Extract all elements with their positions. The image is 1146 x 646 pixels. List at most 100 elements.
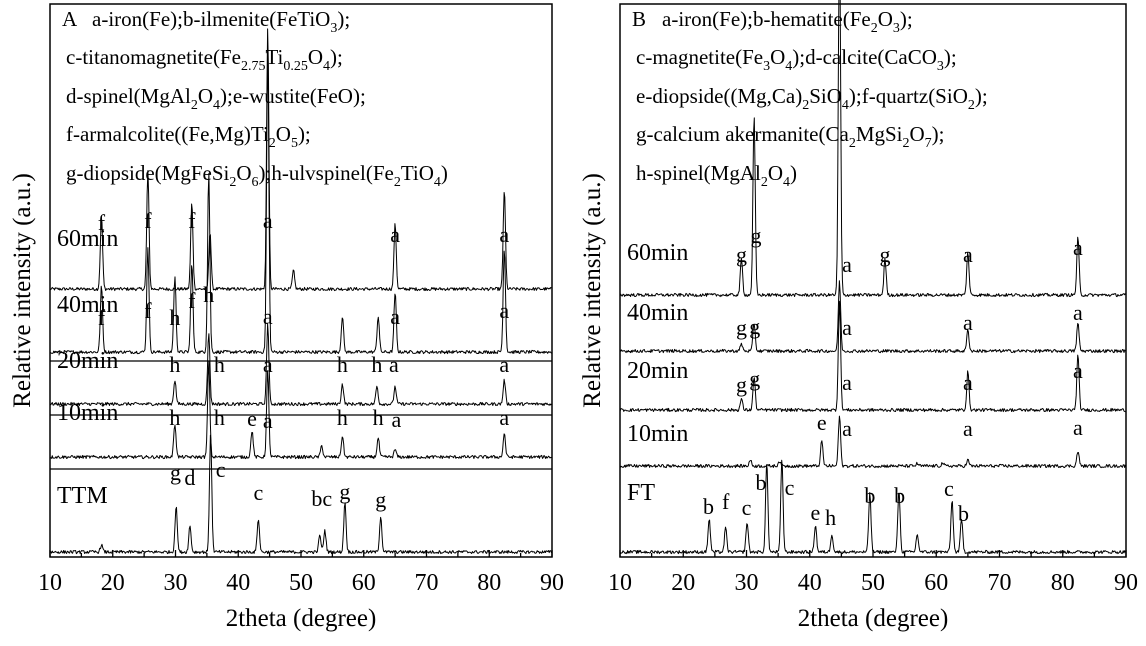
x-tick-label: 80 — [1051, 570, 1075, 596]
x-axis-label: 2theta (degree) — [798, 605, 949, 632]
peak-label: h — [337, 352, 348, 377]
peak-label: g — [880, 242, 891, 267]
peak-label: a — [499, 298, 509, 323]
peak-label: a — [1073, 235, 1083, 260]
peak-label: g — [736, 372, 747, 397]
peak-label: a — [389, 352, 399, 377]
peak-label: h — [373, 405, 384, 430]
peak-label: f — [144, 208, 152, 233]
trace-40min — [49, 53, 552, 355]
x-tick-label: 30 — [164, 570, 188, 596]
peak-label: c — [944, 476, 954, 501]
legend-line: h-spinel(MgAl2​O4​) — [636, 161, 797, 190]
peak-label: a — [963, 370, 973, 395]
peak-label: a — [1073, 300, 1083, 325]
trace-label: 10min — [57, 400, 118, 426]
trace-10min — [619, 415, 1126, 469]
peak-label: h — [203, 282, 214, 307]
peak-label: g — [749, 314, 760, 339]
trace-ft — [619, 459, 1126, 555]
peak-label: a — [963, 310, 973, 335]
legend-line: c-magnetite(Fe3​O4​);d-calcite(CaCO3​); — [636, 45, 957, 74]
peak-label: h — [214, 352, 225, 377]
peak-label: a — [263, 304, 273, 329]
y-axis-label: Relative intensity (a.u.) — [579, 173, 606, 408]
peak-label: a — [499, 222, 509, 247]
peak-label: a — [1073, 358, 1083, 383]
x-tick-label: 50 — [861, 570, 885, 596]
x-axis: 10 20 30 40 50 60 70 80 90 — [38, 550, 564, 596]
x-tick-label: 40 — [226, 570, 250, 596]
x-tick-label: 70 — [415, 570, 439, 596]
peak-label: b — [958, 501, 969, 526]
x-axis-label: 2theta (degree) — [226, 605, 377, 632]
peak-label: g — [339, 479, 350, 504]
trace-label: 60min — [627, 240, 688, 266]
peak-label: a — [963, 416, 973, 441]
legend-line: a-iron(Fe);b-ilmenite(FeTiO3​); — [92, 7, 350, 36]
peak-label: a — [390, 222, 400, 247]
panel-letter: B — [632, 7, 646, 31]
trace-label: 40min — [627, 300, 688, 326]
peak-label: a — [499, 405, 509, 430]
peak-label: a — [842, 416, 852, 441]
peak-label: b — [894, 483, 905, 508]
peak-label: g — [736, 242, 747, 267]
peak-label: a — [842, 252, 852, 277]
peak-label: h — [169, 305, 180, 330]
trace-40min — [619, 280, 1126, 354]
peak-label: c — [216, 457, 226, 482]
peak-label: d — [184, 465, 195, 490]
peak-label: h — [371, 352, 382, 377]
legend-line: g-calcium akermanite(Ca2​MgSi2​O7​); — [636, 122, 945, 151]
trace-label: 10min — [627, 421, 688, 447]
peak-label: b — [703, 494, 714, 519]
peak-label: f — [144, 298, 152, 323]
trace-label: TTM — [57, 483, 108, 509]
x-axis: 10 20 30 40 50 60 70 80 90 — [608, 550, 1138, 596]
peak-label: a — [842, 370, 852, 395]
peak-label: e — [247, 406, 257, 431]
peak-label: h — [214, 405, 225, 430]
peak-label: a — [499, 352, 509, 377]
peak-label: g — [375, 487, 386, 512]
peak-label: a — [963, 242, 973, 267]
trace-20min — [619, 300, 1126, 413]
y-axis-label: Relative intensity (a.u.) — [9, 173, 36, 408]
x-tick-label: 40 — [798, 570, 822, 596]
peak-label: g — [170, 460, 181, 485]
peak-label: g — [736, 315, 747, 340]
peak-label: e — [811, 500, 821, 525]
peak-label: g — [750, 223, 761, 248]
peak-label: f — [188, 288, 196, 313]
peak-label: e — [817, 410, 827, 435]
peak-label: c — [742, 495, 752, 520]
legend-line: a-iron(Fe);b-hematite(Fe2​O3​); — [662, 7, 913, 36]
x-tick-label: 70 — [988, 570, 1012, 596]
legend-line: e-diopside((Mg,Ca)2​SiO4​);f-quartz(SiO2… — [636, 84, 988, 113]
panel-b: 10 20 30 40 50 60 70 80 90 2theta (degree) Relativ… — [579, 0, 1138, 632]
peak-label: a — [390, 304, 400, 329]
peak-label: c — [253, 480, 263, 505]
peak-label: a — [1073, 415, 1083, 440]
x-tick-label: 50 — [289, 570, 313, 596]
x-tick-label: 20 — [101, 570, 125, 596]
legend-line: f-armalcolite((Fe,Mg)Ti2​O5​); — [66, 122, 311, 151]
peak-label: f — [98, 305, 106, 330]
trace-10min — [49, 360, 552, 460]
panel-a: 10 20 30 40 50 60 70 80 90 2theta (degree) Relativ… — [9, 3, 564, 632]
peak-label: h — [825, 505, 836, 530]
x-tick-label: 10 — [38, 570, 62, 596]
x-tick-label: 90 — [540, 570, 564, 596]
trace-60min — [49, 28, 552, 292]
panel-letter: A — [62, 7, 78, 31]
peak-label: g — [749, 366, 760, 391]
peak-label: f — [98, 210, 106, 235]
peak-label: h — [337, 405, 348, 430]
peak-label: f — [188, 208, 196, 233]
peak-label: a — [391, 407, 401, 432]
phase-legend: Ba-iron(Fe);b-hematite(Fe2​O3​); c-magnet… — [632, 7, 988, 190]
trace-label: 60min — [57, 226, 118, 252]
phase-legend: Aa-iron(Fe);b-ilmenite(FeTiO3​); c-titano… — [62, 7, 448, 190]
